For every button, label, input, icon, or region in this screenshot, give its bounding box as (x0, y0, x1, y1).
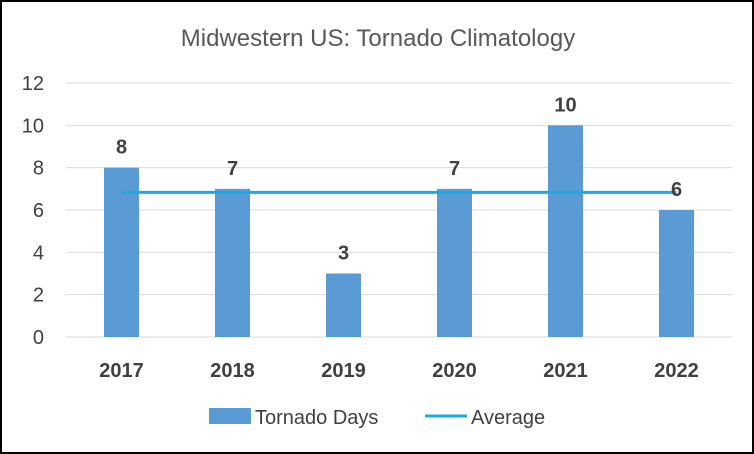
legend-swatch-tornado-days (209, 408, 251, 424)
x-category-label: 2017 (99, 360, 144, 382)
data-label: 10 (554, 94, 576, 116)
y-tick-label: 10 (22, 115, 44, 137)
data-label: 3 (338, 243, 349, 265)
x-axis-categories: 2017 2018 2019 2020 2021 2022 (99, 360, 699, 382)
y-tick-label: 2 (33, 285, 44, 307)
bar (548, 125, 583, 337)
data-label: 7 (449, 158, 460, 180)
bar (437, 188, 472, 337)
data-label: 7 (227, 158, 238, 180)
bar (326, 273, 361, 337)
y-axis-ticks: 0 2 4 6 8 10 12 (22, 73, 44, 349)
gridlines (66, 82, 732, 338)
bar (659, 210, 694, 337)
y-tick-label: 0 (33, 327, 44, 349)
y-tick-label: 4 (33, 242, 44, 264)
data-label: 8 (116, 137, 127, 159)
y-tick-label: 8 (33, 158, 44, 180)
x-category-label: 2018 (210, 360, 255, 382)
y-tick-label: 12 (22, 73, 44, 95)
bar (104, 167, 139, 337)
data-labels: 8 7 3 7 10 6 (116, 94, 682, 264)
legend: Tornado Days Average (209, 407, 545, 429)
legend-label-average: Average (471, 407, 545, 429)
bar (215, 188, 250, 337)
chart-title: Midwestern US: Tornado Climatology (181, 25, 575, 52)
bars (104, 125, 694, 337)
x-category-label: 2019 (321, 360, 366, 382)
x-category-label: 2022 (654, 360, 699, 382)
x-category-label: 2020 (432, 360, 477, 382)
legend-label-tornado-days: Tornado Days (255, 407, 378, 429)
data-label: 6 (671, 179, 682, 201)
y-tick-label: 6 (33, 200, 44, 222)
x-category-label: 2021 (543, 360, 588, 382)
